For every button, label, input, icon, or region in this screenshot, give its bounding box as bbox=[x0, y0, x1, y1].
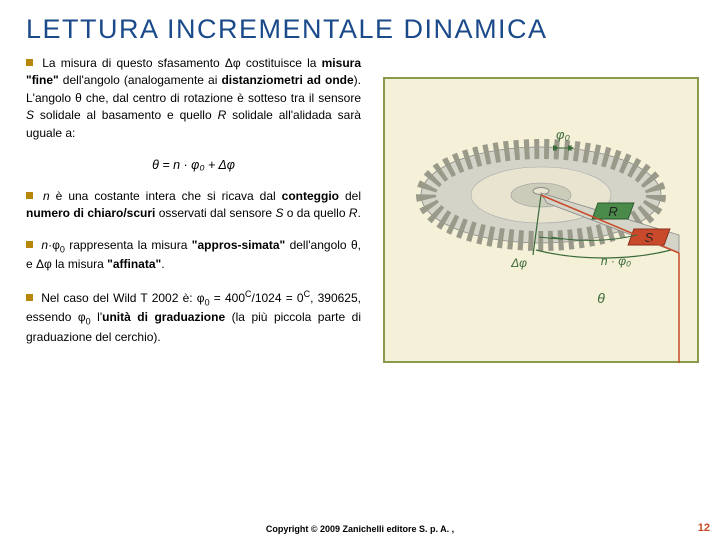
page-title: LETTURA INCREMENTALE DINAMICA bbox=[0, 0, 720, 45]
p4-text-e: /1024 = 0 bbox=[252, 291, 304, 305]
p3-italic-a: n· bbox=[41, 238, 52, 252]
page-number: 12 bbox=[698, 522, 710, 534]
p1-bold-d: distanziometri ad onde bbox=[221, 73, 353, 87]
text-column: La misura di questo sfasamento Δφ costit… bbox=[26, 55, 361, 370]
paragraph-4: Nel caso del Wild T 2002 è: φ0 = 400C/10… bbox=[26, 288, 361, 346]
p2-text-h: o da quello bbox=[283, 206, 348, 220]
p3-text-h: . bbox=[161, 257, 164, 271]
label-phi0: φ₀ bbox=[556, 127, 570, 142]
p3-bold-g: "affinata" bbox=[107, 257, 161, 271]
p2-bold-e: numero di chiaro/scuri bbox=[26, 206, 155, 220]
label-nphi0: n · φ₀ bbox=[601, 254, 631, 268]
p2-bold-c: conteggio bbox=[282, 189, 339, 203]
p4-text-c: = 400 bbox=[210, 291, 245, 305]
label-dphi: Δφ bbox=[510, 256, 527, 270]
p4-text-i: l' bbox=[91, 310, 102, 324]
sensor-r: R bbox=[592, 203, 634, 219]
p3-text-d: rappresenta la misura bbox=[65, 238, 192, 252]
bullet-icon bbox=[26, 59, 33, 66]
sensor-s: S bbox=[628, 229, 670, 245]
p3-bold-e: "appros-simata" bbox=[192, 238, 285, 252]
p2-italic-i: R bbox=[349, 206, 358, 220]
p4-bold-j: unità di graduazione bbox=[102, 310, 225, 324]
label-s: S bbox=[645, 230, 654, 245]
paragraph-3: n·φ0 rappresenta la misura "appros-simat… bbox=[26, 237, 361, 274]
p4-text-a: Nel caso del Wild T 2002 è: φ bbox=[41, 291, 204, 305]
label-theta: θ bbox=[597, 290, 605, 306]
diagram-svg: R S φ₀ θ n · φ₀ bbox=[381, 75, 701, 365]
formula: θ = n · φ₀ + Δφ bbox=[26, 156, 361, 174]
p1-text-g: solidale al basamento e quello bbox=[34, 108, 218, 122]
encoder-diagram: R S φ₀ θ n · φ₀ bbox=[381, 75, 701, 370]
p2-text-d: del bbox=[339, 189, 361, 203]
bullet-icon bbox=[26, 294, 33, 301]
bullet-icon bbox=[26, 192, 33, 199]
paragraph-1: La misura di questo sfasamento Δφ costit… bbox=[26, 55, 361, 142]
bullet-icon bbox=[26, 241, 33, 248]
p2-text-b: è una costante intera che si ricava dal bbox=[50, 189, 282, 203]
paragraph-2: n è una costante intera che si ricava da… bbox=[26, 188, 361, 223]
p1-italic-h: R bbox=[218, 108, 227, 122]
copyright-text: Copyright © 2009 Zanichelli editore S. p… bbox=[0, 524, 720, 534]
p2-italic-a: n bbox=[43, 189, 50, 203]
label-r: R bbox=[608, 204, 617, 219]
p1-text-a: La misura di questo sfasamento Δφ costit… bbox=[42, 56, 321, 70]
p2-text-j: . bbox=[358, 206, 361, 220]
p2-text-f: osservati dal sensore bbox=[155, 206, 275, 220]
p3-text-b: φ bbox=[52, 238, 60, 252]
p1-text-c: dell'angolo (analogamente ai bbox=[59, 73, 222, 87]
p1-italic-f: S bbox=[26, 108, 34, 122]
content-row: La misura di questo sfasamento Δφ costit… bbox=[0, 45, 720, 370]
